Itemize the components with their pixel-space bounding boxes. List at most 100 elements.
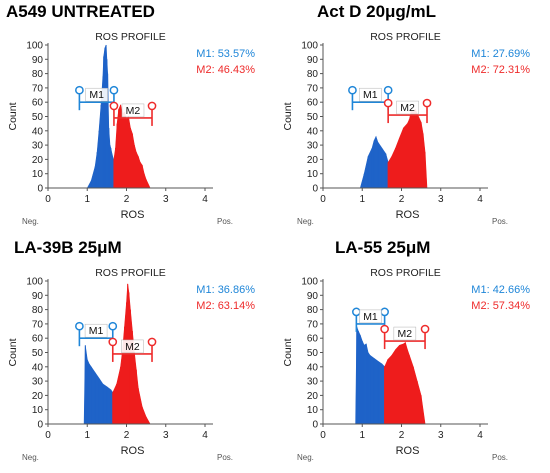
gate-m2-right-handle <box>420 324 430 334</box>
x-tick-label: 1 <box>84 194 90 205</box>
histogram-series-m2 <box>384 342 426 425</box>
gate-m2-left-handle <box>108 337 118 347</box>
gate-m2-left-handle <box>109 101 119 111</box>
gate-m2-percent: M2: 72.31% <box>471 64 530 76</box>
y-tick-label: 70 <box>32 83 44 94</box>
gate-m1-label: M1 <box>363 89 378 101</box>
y-tick-label: 40 <box>32 362 44 373</box>
x-axis-label: ROS <box>396 445 420 457</box>
y-tick-label: 0 <box>37 420 43 431</box>
gate-m2-label-box <box>121 339 144 354</box>
y-tick-label: 30 <box>32 377 44 388</box>
y-tick-label: 90 <box>32 291 44 302</box>
gate-m2-label: M2 <box>398 328 413 340</box>
y-tick-label: 70 <box>32 319 44 330</box>
gate-m1-right-handle <box>383 85 393 95</box>
histogram-chart: ROS PROFILE 0 10 20 30 40 50 60 70 80 90 100 0 1 2 3 4 RO… <box>282 31 530 226</box>
gate-m2-label-box <box>121 103 145 118</box>
y-tick-label: 90 <box>32 55 44 66</box>
x-tick-label: 1 <box>359 430 365 441</box>
x-tick-label: 1 <box>359 194 365 205</box>
x-tick-label: 4 <box>202 430 208 441</box>
gate-m1-left-handle <box>75 321 84 331</box>
y-axis-label: Count <box>282 338 294 366</box>
gate-m1-right-handle <box>108 321 118 331</box>
y-tick-label: 50 <box>307 112 319 123</box>
y-tick-label: 50 <box>32 348 44 359</box>
x-tick-label: 2 <box>399 430 405 441</box>
y-tick-label: 10 <box>307 405 319 416</box>
x-tick-label: 3 <box>163 430 169 441</box>
gate-m2-percent: M2: 57.34% <box>471 300 530 312</box>
gate-m1-label: M1 <box>89 89 104 101</box>
histogram-chart: ROS PROFILE 0 10 20 30 40 50 60 70 80 90 100 0 1 2 3 4 RO… <box>7 31 255 226</box>
histogram-series-m1 <box>83 345 114 425</box>
y-tick-label: 70 <box>307 83 319 94</box>
y-tick-label: 10 <box>307 169 319 180</box>
gate-m2-percent: M2: 63.14% <box>196 300 255 312</box>
y-tick-label: 70 <box>307 319 319 330</box>
gate-m1-left-handle <box>348 85 357 95</box>
gate-m1-label: M1 <box>363 311 378 323</box>
y-tick-label: 50 <box>307 348 319 359</box>
gate-m2-left-handle <box>380 324 389 334</box>
y-tick-label: 20 <box>307 155 319 166</box>
x-axis-pos-label: Pos. <box>217 217 233 226</box>
x-tick-label: 4 <box>477 430 483 441</box>
gate-m1-percent: M1: 27.69% <box>471 48 530 60</box>
gate-m1-percent: M1: 36.86% <box>196 284 255 296</box>
gate-m1-label-box <box>359 87 382 102</box>
gate-m2-right-handle <box>147 337 157 347</box>
y-tick-label: 0 <box>37 184 43 195</box>
y-tick-label: 60 <box>32 334 44 345</box>
gate-m1-right-handle <box>109 85 119 95</box>
gate-m2-percent: M2: 46.43% <box>196 64 255 76</box>
y-tick-label: 100 <box>301 41 318 52</box>
y-tick-label: 40 <box>307 362 319 373</box>
chart-title: ROS PROFILE <box>370 31 441 43</box>
y-tick-label: 100 <box>301 277 318 288</box>
x-tick-label: 2 <box>124 194 130 205</box>
x-axis-neg-label: Neg. <box>297 217 314 226</box>
x-tick-label: 0 <box>320 194 326 205</box>
chart-title: ROS PROFILE <box>95 267 166 279</box>
y-tick-label: 50 <box>32 112 44 123</box>
gate-m2-label-box <box>393 326 417 341</box>
gate-m2-left-handle <box>383 98 393 108</box>
gate-m2-right-handle <box>422 98 432 108</box>
panel-title: Act D 20μg/mL <box>317 2 437 21</box>
y-axis-label: Count <box>7 338 19 366</box>
x-axis-neg-label: Neg. <box>22 453 39 462</box>
gate-m2-right-handle <box>147 101 157 111</box>
histogram-panel-la-39b: LA-39B 25μM ROS PROFILE 0 10 20 30 40 50 60 70 80… <box>0 236 275 473</box>
gate-m1-label-box <box>85 87 108 102</box>
x-tick-label: 0 <box>45 430 51 441</box>
x-tick-label: 3 <box>438 430 444 441</box>
y-tick-label: 10 <box>32 169 44 180</box>
chart-title: ROS PROFILE <box>95 31 166 43</box>
x-axis-pos-label: Pos. <box>492 217 508 226</box>
gate-m1-label-box <box>359 309 382 324</box>
y-tick-label: 80 <box>32 69 44 80</box>
y-tick-label: 20 <box>307 391 319 402</box>
y-tick-label: 100 <box>26 41 43 52</box>
x-axis-pos-label: Pos. <box>217 453 233 462</box>
x-tick-label: 4 <box>477 194 483 205</box>
gate-m1-left-handle <box>75 85 84 95</box>
gate-m1-label-box <box>84 323 108 338</box>
panel-title: LA-55 25μM <box>335 238 431 257</box>
histogram-chart: ROS PROFILE 0 10 20 30 40 50 60 70 80 90 100 0 1 2 3 4 RO… <box>7 267 255 462</box>
y-tick-label: 0 <box>312 184 318 195</box>
histogram-panel-a549-untreated: A549 UNTREATED ROS PROFILE 0 10 20 30 40 50 60 7… <box>0 0 275 236</box>
chart-title: ROS PROFILE <box>370 267 441 279</box>
x-axis-label: ROS <box>121 209 145 221</box>
gate-m1-label: M1 <box>89 325 104 337</box>
y-tick-label: 90 <box>307 291 319 302</box>
x-axis-label: ROS <box>121 445 145 457</box>
x-tick-label: 1 <box>84 430 90 441</box>
y-tick-label: 40 <box>32 126 44 137</box>
y-tick-label: 80 <box>307 305 319 316</box>
gate-m1-percent: M1: 42.66% <box>471 284 530 296</box>
y-tick-label: 30 <box>307 377 319 388</box>
panel-title: A549 UNTREATED <box>6 2 155 21</box>
